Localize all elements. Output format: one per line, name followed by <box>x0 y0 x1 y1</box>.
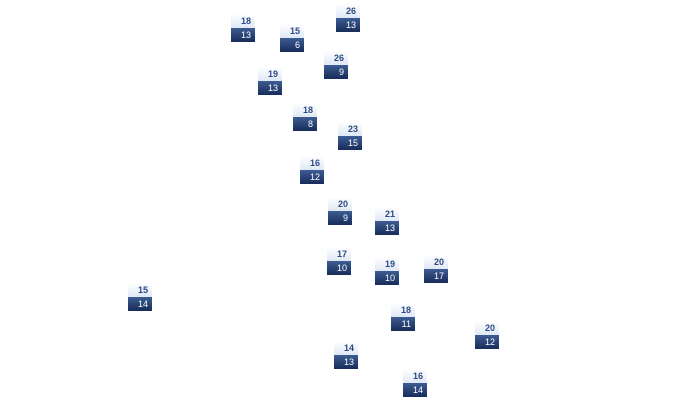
high-temperature: 20 <box>328 197 352 211</box>
high-temperature: 26 <box>324 51 348 65</box>
low-temperature: 10 <box>375 271 399 285</box>
low-temperature: 9 <box>328 211 352 225</box>
low-temperature: 10 <box>327 261 351 275</box>
high-temperature: 15 <box>128 283 152 297</box>
low-temperature: 8 <box>293 117 317 131</box>
high-temperature: 21 <box>375 207 399 221</box>
temperature-marker[interactable]: 20 17 <box>424 255 448 283</box>
high-temperature: 16 <box>403 369 427 383</box>
high-temperature: 17 <box>327 247 351 261</box>
low-temperature: 13 <box>336 18 360 32</box>
low-temperature: 13 <box>375 221 399 235</box>
high-temperature: 18 <box>293 103 317 117</box>
low-temperature: 13 <box>258 81 282 95</box>
temperature-marker[interactable]: 19 13 <box>258 67 282 95</box>
high-temperature: 19 <box>258 67 282 81</box>
temperature-marker[interactable]: 15 14 <box>128 283 152 311</box>
high-temperature: 14 <box>334 341 358 355</box>
temperature-marker[interactable]: 21 13 <box>375 207 399 235</box>
high-temperature: 18 <box>231 14 255 28</box>
high-temperature: 19 <box>375 257 399 271</box>
temperature-marker[interactable]: 18 11 <box>391 303 415 331</box>
high-temperature: 20 <box>475 321 499 335</box>
temperature-marker[interactable]: 16 14 <box>403 369 427 397</box>
low-temperature: 13 <box>231 28 255 42</box>
temperature-marker[interactable]: 16 12 <box>300 156 324 184</box>
temperature-marker[interactable]: 26 9 <box>324 51 348 79</box>
low-temperature: 6 <box>280 38 304 52</box>
high-temperature: 23 <box>338 122 362 136</box>
temperature-marker[interactable]: 18 13 <box>231 14 255 42</box>
temperature-marker[interactable]: 14 13 <box>334 341 358 369</box>
low-temperature: 17 <box>424 269 448 283</box>
temperature-marker[interactable]: 26 13 <box>336 4 360 32</box>
temperature-marker[interactable]: 18 8 <box>293 103 317 131</box>
low-temperature: 14 <box>403 383 427 397</box>
low-temperature: 12 <box>300 170 324 184</box>
temperature-marker[interactable]: 20 12 <box>475 321 499 349</box>
high-temperature: 20 <box>424 255 448 269</box>
high-temperature: 26 <box>336 4 360 18</box>
high-temperature: 18 <box>391 303 415 317</box>
temperature-marker[interactable]: 15 6 <box>280 24 304 52</box>
temperature-marker[interactable]: 20 9 <box>328 197 352 225</box>
temperature-marker[interactable]: 19 10 <box>375 257 399 285</box>
low-temperature: 15 <box>338 136 362 150</box>
low-temperature: 14 <box>128 297 152 311</box>
low-temperature: 13 <box>334 355 358 369</box>
temperature-marker[interactable]: 17 10 <box>327 247 351 275</box>
low-temperature: 11 <box>391 317 415 331</box>
high-temperature: 16 <box>300 156 324 170</box>
low-temperature: 9 <box>324 65 348 79</box>
high-temperature: 15 <box>280 24 304 38</box>
temperature-marker[interactable]: 23 15 <box>338 122 362 150</box>
low-temperature: 12 <box>475 335 499 349</box>
